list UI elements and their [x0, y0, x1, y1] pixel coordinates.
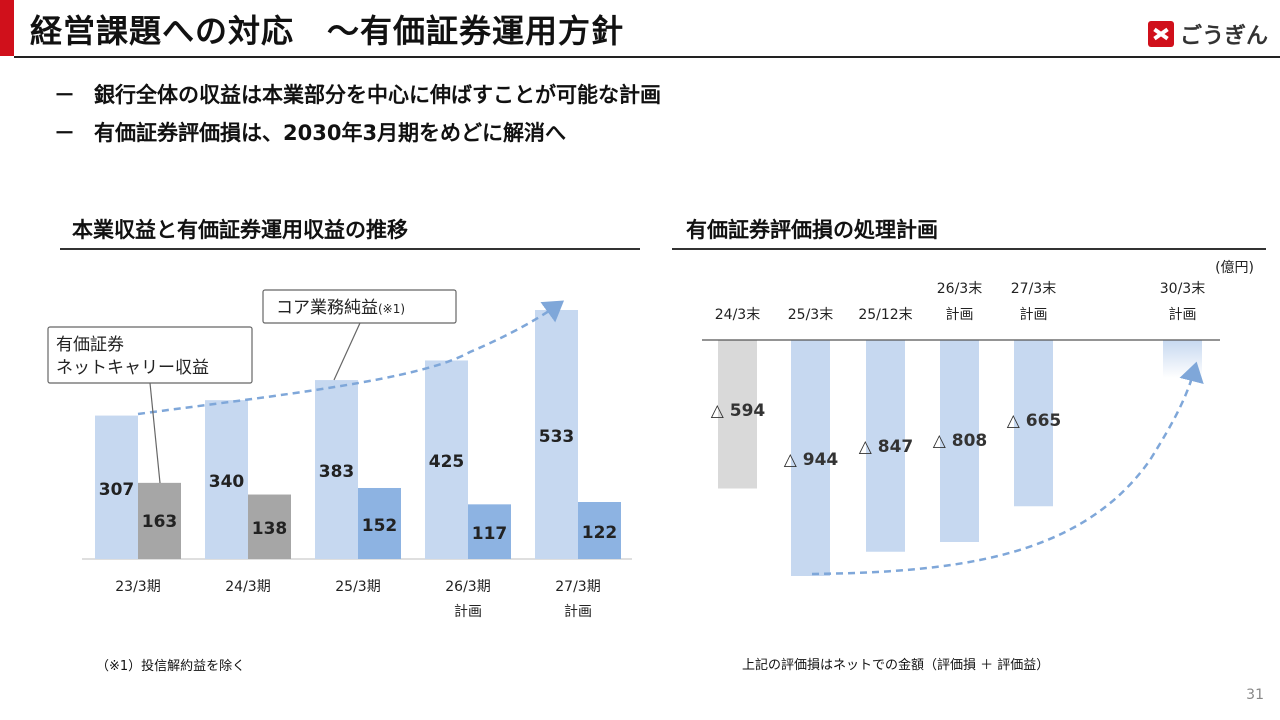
net-carry-value-label: 163: [142, 512, 178, 532]
net-carry-callout-box: [47, 326, 253, 384]
left-x-tick-label: 27/3期: [555, 579, 600, 595]
core-profit-trend-arrow: [137, 300, 565, 416]
core-profit-bar: [315, 380, 358, 559]
right-x-tick-label: 27/3末: [1011, 281, 1056, 297]
bullet-item: － 有価証券評価損は、2030年3月期をめどに解消へ: [54, 114, 661, 152]
right-x-tick-label-plan: 計画: [1020, 307, 1048, 323]
valuation-loss-value-label: △ 944: [784, 450, 839, 470]
valuation-loss-bar: [866, 340, 905, 552]
bullet-list: － 銀行全体の収益は本業部分を中心に伸ばすことが可能な計画 － 有価証券評価損は、2…: [54, 76, 661, 152]
right-x-tick-label: 25/12末: [858, 307, 912, 323]
right-x-tick-label: 26/3末: [937, 281, 982, 297]
left-x-tick-label: 23/3期: [115, 579, 160, 595]
bullet-text: 有価証券評価損は、2030年3月期をめどに解消へ: [94, 121, 567, 145]
left-chart-title: 本業収益と有価証券運用収益の推移: [72, 218, 408, 242]
net-carry-bar: [578, 502, 621, 559]
left-x-tick-label: 24/3期: [225, 579, 270, 595]
net-carry-bar: [358, 487, 401, 559]
valuation-loss-value-label: △ 808: [933, 431, 987, 451]
logo-text: ごうぎん: [1179, 24, 1268, 49]
core-profit-callout-box: [262, 289, 457, 324]
net-carry-value-label: 152: [362, 516, 398, 536]
logo: ごうぎん: [1147, 18, 1268, 50]
title-divider: [14, 56, 1280, 58]
valuation-loss-bar: [718, 340, 757, 489]
page-title: 経営課題への対応 ～有価証券運用方針: [30, 12, 625, 50]
left-chart-title-rule: [60, 248, 640, 250]
title-accent-bar: [0, 0, 14, 56]
bullet-dash: －: [54, 121, 75, 145]
net-carry-value-label: 122: [582, 523, 618, 543]
core-profit-value-label: 307: [99, 480, 135, 500]
core-profit-legend-label: コア業務純益(※1): [276, 298, 405, 318]
left-x-tick-label: 25/3期: [335, 579, 380, 595]
loss-recovery-arrow: [811, 361, 1204, 576]
right-chart-title: 有価証券評価損の処理計画: [686, 218, 938, 242]
right-x-tick-label-plan: 計画: [946, 307, 974, 323]
valuation-loss-bar: [940, 340, 979, 542]
core-profit-bar: [535, 310, 578, 559]
core-profit-callout-leader: [333, 322, 361, 381]
core-profit-bar: [425, 360, 468, 559]
right-chart-footnote: 上記の評価損はネットでの金額（評価損 ＋ 評価益）: [742, 658, 1050, 673]
net-carry-legend-line1: 有価証券: [56, 335, 124, 355]
net-carry-callout-leader: [149, 382, 161, 484]
footnote-mark: (※1): [378, 302, 405, 316]
net-carry-value-label: 117: [472, 524, 508, 544]
valuation-loss-value-label: △ 665: [1007, 411, 1061, 431]
net-carry-bar: [138, 482, 181, 559]
right-x-tick-label-plan: 計画: [1169, 307, 1197, 323]
right-chart-title-rule: [672, 248, 1266, 250]
left-x-tick-label: 26/3期: [445, 579, 490, 595]
bullet-text: 銀行全体の収益は本業部分を中心に伸ばすことが可能な計画: [94, 83, 661, 107]
valuation-loss-bar: [791, 340, 830, 576]
eliminated-loss-bar: [1163, 340, 1202, 378]
bullet-dash: －: [54, 83, 75, 107]
valuation-loss-bar: [1014, 340, 1053, 507]
gogin-logo-icon: [1147, 21, 1174, 47]
core-profit-value-label: 383: [319, 462, 355, 482]
core-profit-bar: [205, 400, 248, 559]
net-carry-legend-line2: ネットキャリー収益: [56, 358, 209, 378]
net-carry-bar: [248, 494, 291, 559]
core-profit-bar: [95, 415, 138, 559]
net-carry-value-label: 138: [252, 519, 288, 539]
left-x-tick-label-plan: 計画: [454, 604, 482, 620]
core-profit-value-label: 533: [539, 427, 575, 447]
valuation-loss-value-label: △ 847: [859, 437, 913, 457]
right-x-tick-label: 30/3末: [1160, 281, 1205, 297]
valuation-loss-value-label: △ 594: [711, 401, 766, 421]
core-profit-legend-name: コア業務純益: [276, 298, 378, 318]
core-profit-value-label: 425: [429, 452, 465, 472]
left-chart-footnote: （※1）投信解約益を除く: [96, 659, 246, 674]
unit-label: (億円): [1215, 260, 1254, 276]
right-x-tick-label: 24/3末: [715, 307, 760, 323]
bullet-item: － 銀行全体の収益は本業部分を中心に伸ばすことが可能な計画: [54, 76, 661, 114]
right-x-tick-label: 25/3末: [788, 307, 833, 323]
core-profit-value-label: 340: [209, 472, 245, 492]
left-x-tick-label-plan: 計画: [564, 604, 592, 620]
page-number: 31: [1246, 687, 1264, 703]
net-carry-bar: [468, 504, 511, 559]
